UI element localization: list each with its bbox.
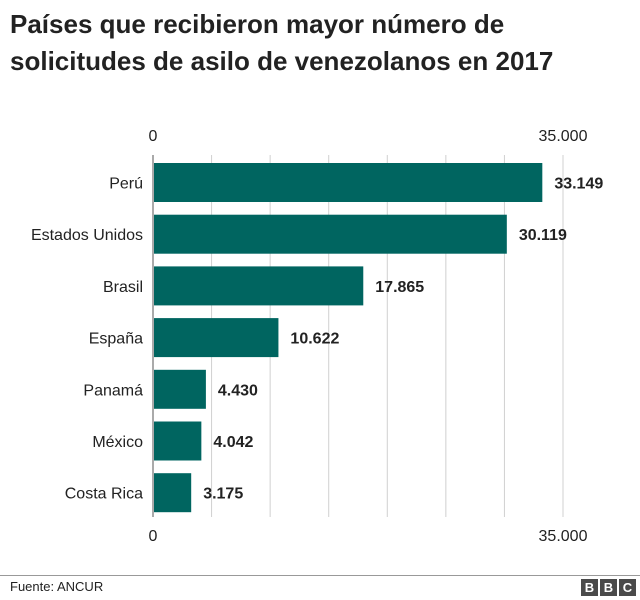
top-axis-tick-label: 0 [149,128,158,145]
value-label: 33.149 [554,176,603,193]
labels: Perú 33.149 Estados Unidos 30.119 Brasil 17.8… [31,176,603,503]
value-label: 30.119 [519,227,567,244]
category-label: Estados Unidos [31,227,143,244]
bar [154,318,279,358]
bbc-logo-letter: C [619,579,636,596]
bar [154,421,202,461]
chart-title: Países que recibieron mayor número de so… [10,9,554,76]
bar-chart: 0 35.000 0 35.000 Perú 33.149 Estados Unidos 3… [31,128,603,545]
value-label: 4.042 [213,434,253,451]
value-label: 10.622 [290,331,339,348]
axis-tick-labels: 0 35.000 0 35.000 [149,128,588,545]
bottom-axis-tick-label: 0 [149,528,158,545]
bar [154,369,206,409]
category-label: Brasil [103,279,143,296]
source-note: Fuente: ANCUR [10,579,104,594]
bar [154,163,543,202]
bbc-logo-letter: B [600,579,617,596]
bottom-axis-tick-label: 35.000 [539,528,588,545]
bar [154,266,364,306]
bbc-logo: B B C [581,579,636,596]
bbc-logo-letter: B [581,579,598,596]
category-label: España [89,331,143,348]
bars [154,163,543,513]
category-label: México [92,434,143,451]
value-label: 3.175 [203,486,243,503]
bar [154,473,192,513]
category-label: Costa Rica [65,486,143,503]
value-label: 17.865 [375,279,424,296]
bar [154,214,507,254]
value-label: 4.430 [218,382,258,399]
footer-divider [0,575,640,576]
category-label: Perú [109,176,143,193]
top-axis-tick-label: 35.000 [539,128,588,145]
category-label: Panamá [83,382,143,399]
